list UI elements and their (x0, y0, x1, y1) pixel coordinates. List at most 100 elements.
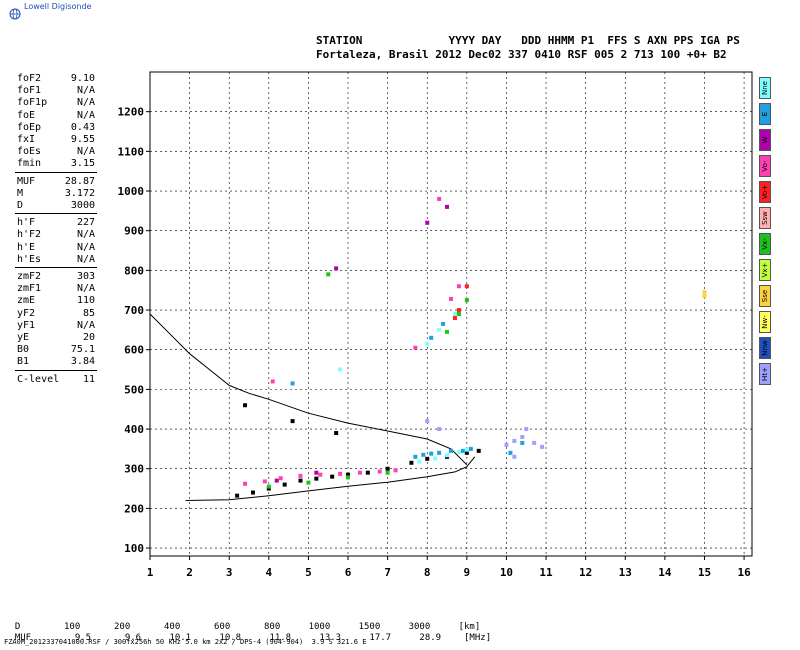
echo-point (532, 440, 537, 445)
legend-item: E (759, 103, 771, 125)
echo-point (520, 434, 525, 439)
param-row: yF2 85 (17, 308, 95, 320)
x-tick-label: 5 (305, 566, 312, 579)
y-tick-label: 900 (124, 225, 144, 238)
muf-frequency-row: MUF 9.5 9.6 10.1 10.8 11.8 13.3 17.7 28.9 [MHz] (4, 623, 493, 643)
x-tick-label: 12 (579, 566, 592, 579)
echo-point (464, 284, 469, 289)
x-tick-label: 9 (464, 566, 471, 579)
param-row: zmE 110 (17, 295, 95, 307)
legend-item: Vo- (759, 155, 771, 177)
x-tick-label: 15 (698, 566, 711, 579)
muf-values: 9.5 9.6 10.1 10.8 11.8 13.3 17.7 28.9 [MHz] (31, 633, 493, 643)
echo-point (456, 284, 461, 289)
echo-point (464, 450, 469, 455)
muf_values-cell: 13.3 (319, 633, 342, 643)
param-value: 227 (76, 217, 95, 229)
y-tick-label: 200 (124, 502, 144, 515)
param-label: yF1 (17, 319, 36, 331)
legend-item: Nnw (759, 337, 771, 359)
echo-point (702, 294, 707, 299)
param-value: 3000 (70, 200, 95, 211)
param-value: N/A (76, 319, 95, 331)
echo-point (508, 450, 513, 455)
echo-point (425, 220, 430, 225)
legend-item: W (759, 129, 771, 151)
x-tick-label: 11 (539, 566, 553, 579)
param-label: B1 (17, 356, 30, 368)
param-value: 11 (82, 373, 95, 385)
y-tick-label: 100 (124, 542, 144, 555)
param-label: fmin (17, 158, 42, 170)
muf_values-cell: [MHz] (464, 633, 492, 643)
legend-item: Ht+ (759, 363, 771, 385)
d_values-cell: 200 (114, 622, 131, 632)
y-tick-label: 700 (124, 304, 144, 317)
param-row: foEs N/A (17, 146, 95, 158)
param-label: foF2 (17, 73, 42, 84)
echo-point (306, 480, 311, 485)
profile-curve (185, 456, 476, 501)
d_values-cell: [km] (458, 622, 481, 632)
echo-point (346, 472, 351, 477)
y-tick-label: 1200 (118, 106, 145, 119)
param-value: N/A (76, 85, 95, 97)
y-tick-label: 800 (124, 264, 144, 277)
echo-point (425, 456, 430, 461)
param-label: foEs (17, 146, 42, 158)
param-value: 110 (76, 295, 95, 307)
echo-point (441, 321, 446, 326)
param-value: N/A (76, 97, 95, 109)
x-tick-label: 6 (345, 566, 352, 579)
param-separator (15, 171, 97, 173)
param-label: h'Es (17, 253, 42, 265)
param-label: h'E (17, 241, 36, 253)
d_values-cell: 800 (264, 622, 281, 632)
param-row: fmin 3.15 (17, 158, 95, 170)
echo-point (243, 403, 248, 408)
echo-point (456, 312, 461, 316)
param-label: MUF (17, 175, 36, 187)
echo-point (433, 456, 438, 461)
echo-point (445, 204, 450, 209)
param-label: foEp (17, 121, 42, 133)
echo-point (425, 341, 430, 346)
echo-point (290, 381, 295, 386)
echo-point (334, 431, 339, 436)
param-value: 3.84 (70, 356, 95, 368)
muf-label: MUF (14, 633, 32, 643)
echo-point (437, 450, 442, 455)
muf_values-cell: 10.1 (169, 633, 192, 643)
param-row: foF2 9.10 (17, 73, 95, 85)
param-value: N/A (76, 253, 95, 265)
param-value: 20 (82, 332, 95, 343)
y-tick-label: 400 (124, 423, 144, 436)
param-label: h'F2 (17, 229, 42, 241)
echo-point (298, 478, 303, 483)
echo-point (421, 452, 426, 457)
param-separator (15, 267, 97, 268)
echo-point (449, 296, 453, 301)
y-tick-label: 300 (124, 463, 144, 476)
echo-point (338, 471, 343, 476)
param-label: B0 (17, 344, 30, 356)
x-tick-label: 14 (658, 566, 672, 579)
echo-point (520, 440, 525, 445)
echo-point (512, 438, 517, 443)
echo-point (445, 453, 450, 458)
param-row: fxI 9.55 (17, 134, 95, 146)
d_values-cell: 3000 (408, 622, 431, 632)
param-value: 303 (76, 271, 95, 282)
legend-item: Nne (759, 77, 771, 99)
echo-point (512, 454, 517, 459)
x-tick-label: 10 (500, 566, 513, 579)
echo-point (413, 454, 418, 459)
echo-point (314, 476, 319, 481)
echo-point (357, 470, 362, 475)
echo-point (326, 272, 331, 277)
param-value: N/A (76, 241, 95, 253)
echo-point (445, 329, 450, 334)
param-row: foE N/A (17, 110, 95, 122)
param-separator (15, 369, 97, 371)
